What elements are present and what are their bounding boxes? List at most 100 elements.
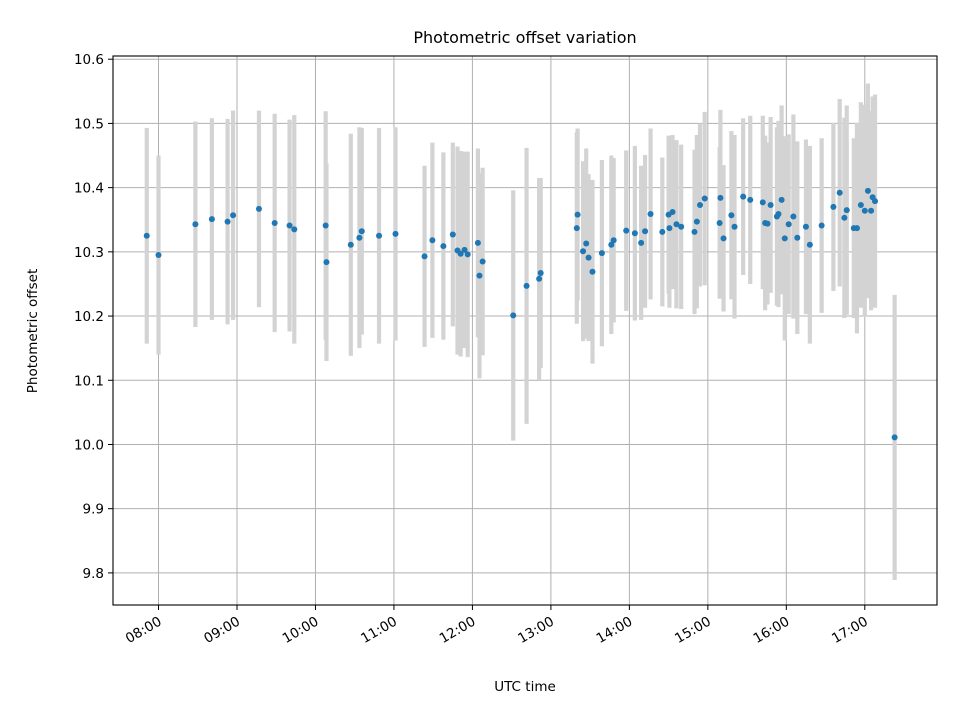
data-point xyxy=(192,221,199,228)
data-point xyxy=(392,230,399,237)
data-point xyxy=(778,196,785,203)
data-point xyxy=(802,223,809,230)
data-points xyxy=(143,187,898,441)
data-point xyxy=(775,210,782,217)
data-point xyxy=(716,219,723,226)
data-point xyxy=(747,196,754,203)
data-point xyxy=(794,234,801,241)
data-point xyxy=(347,241,354,248)
data-point xyxy=(830,203,837,210)
data-point xyxy=(585,254,592,261)
x-tick-label: 16:00 xyxy=(751,614,793,647)
y-tick-label: 10.5 xyxy=(74,116,104,132)
y-tick-label: 9.8 xyxy=(83,566,104,582)
data-point xyxy=(479,258,486,265)
data-point xyxy=(693,218,700,225)
y-tick-label: 10.4 xyxy=(74,181,104,197)
data-point xyxy=(673,221,680,228)
data-point xyxy=(457,250,464,257)
data-point xyxy=(720,235,727,242)
data-point xyxy=(764,220,771,227)
data-point xyxy=(224,218,231,225)
data-point xyxy=(440,243,447,250)
data-point xyxy=(678,223,685,230)
y-tick-label: 10.0 xyxy=(74,437,104,453)
x-tick-label: 11:00 xyxy=(358,614,400,647)
data-point xyxy=(818,222,825,229)
data-point xyxy=(669,209,676,216)
error-bars xyxy=(144,83,897,580)
data-point xyxy=(631,230,638,237)
data-point xyxy=(464,251,471,258)
data-point xyxy=(573,225,580,232)
data-point xyxy=(208,216,215,223)
data-point xyxy=(143,232,150,239)
data-point xyxy=(421,253,428,260)
data-point xyxy=(358,228,365,235)
x-axis-label: UTC time xyxy=(494,679,556,695)
data-point xyxy=(642,228,649,235)
data-point xyxy=(271,219,278,226)
data-point xyxy=(255,205,262,212)
chart-title: Photometric offset variation xyxy=(413,28,636,47)
y-axis-label: Photometric offset xyxy=(25,269,41,393)
data-point xyxy=(701,195,708,202)
data-point xyxy=(785,221,792,228)
plot-frame xyxy=(112,55,938,606)
data-point xyxy=(623,227,630,234)
data-point xyxy=(872,198,879,205)
y-tick-label: 10.6 xyxy=(74,52,104,68)
data-point xyxy=(728,212,735,219)
data-point xyxy=(574,211,581,218)
x-tick-label: 14:00 xyxy=(594,614,636,647)
data-point xyxy=(836,189,843,196)
data-point xyxy=(230,212,237,219)
data-point xyxy=(806,241,813,248)
data-point xyxy=(598,250,605,257)
data-point xyxy=(476,272,483,279)
data-point xyxy=(666,225,673,232)
data-point xyxy=(841,214,848,221)
x-tick-label: 12:00 xyxy=(437,614,479,647)
data-point xyxy=(608,241,615,248)
data-point xyxy=(790,213,797,220)
data-point xyxy=(583,240,590,247)
data-point xyxy=(857,201,864,208)
y-tick-label: 10.1 xyxy=(74,373,104,389)
data-point xyxy=(853,225,860,232)
data-point xyxy=(286,222,293,229)
data-point xyxy=(759,199,766,206)
data-point xyxy=(376,232,383,239)
data-point xyxy=(659,228,666,235)
data-point xyxy=(610,237,617,244)
data-point xyxy=(891,434,898,441)
data-point xyxy=(461,246,468,253)
data-point xyxy=(781,235,788,242)
data-point xyxy=(449,231,456,238)
y-tick-label: 9.9 xyxy=(83,502,104,518)
data-point xyxy=(864,187,871,194)
x-tick-label: 08:00 xyxy=(123,614,165,647)
data-point xyxy=(861,207,868,214)
data-point xyxy=(647,210,654,217)
x-tick-label: 13:00 xyxy=(515,614,557,647)
data-point xyxy=(868,207,875,214)
data-point xyxy=(474,239,481,246)
data-point xyxy=(767,201,774,208)
data-point xyxy=(536,275,543,282)
data-point xyxy=(580,248,587,255)
y-tick-label: 10.2 xyxy=(74,309,104,325)
x-tick-label: 15:00 xyxy=(672,614,714,647)
data-point xyxy=(291,226,298,233)
data-point xyxy=(740,193,747,200)
data-point xyxy=(429,237,436,244)
data-point xyxy=(691,228,698,235)
data-point xyxy=(323,259,330,266)
x-tick-label: 17:00 xyxy=(829,614,871,647)
x-tick-label: 09:00 xyxy=(201,614,243,647)
data-point xyxy=(155,252,162,259)
data-point xyxy=(356,234,363,241)
data-point xyxy=(843,207,850,214)
data-point xyxy=(731,223,738,230)
